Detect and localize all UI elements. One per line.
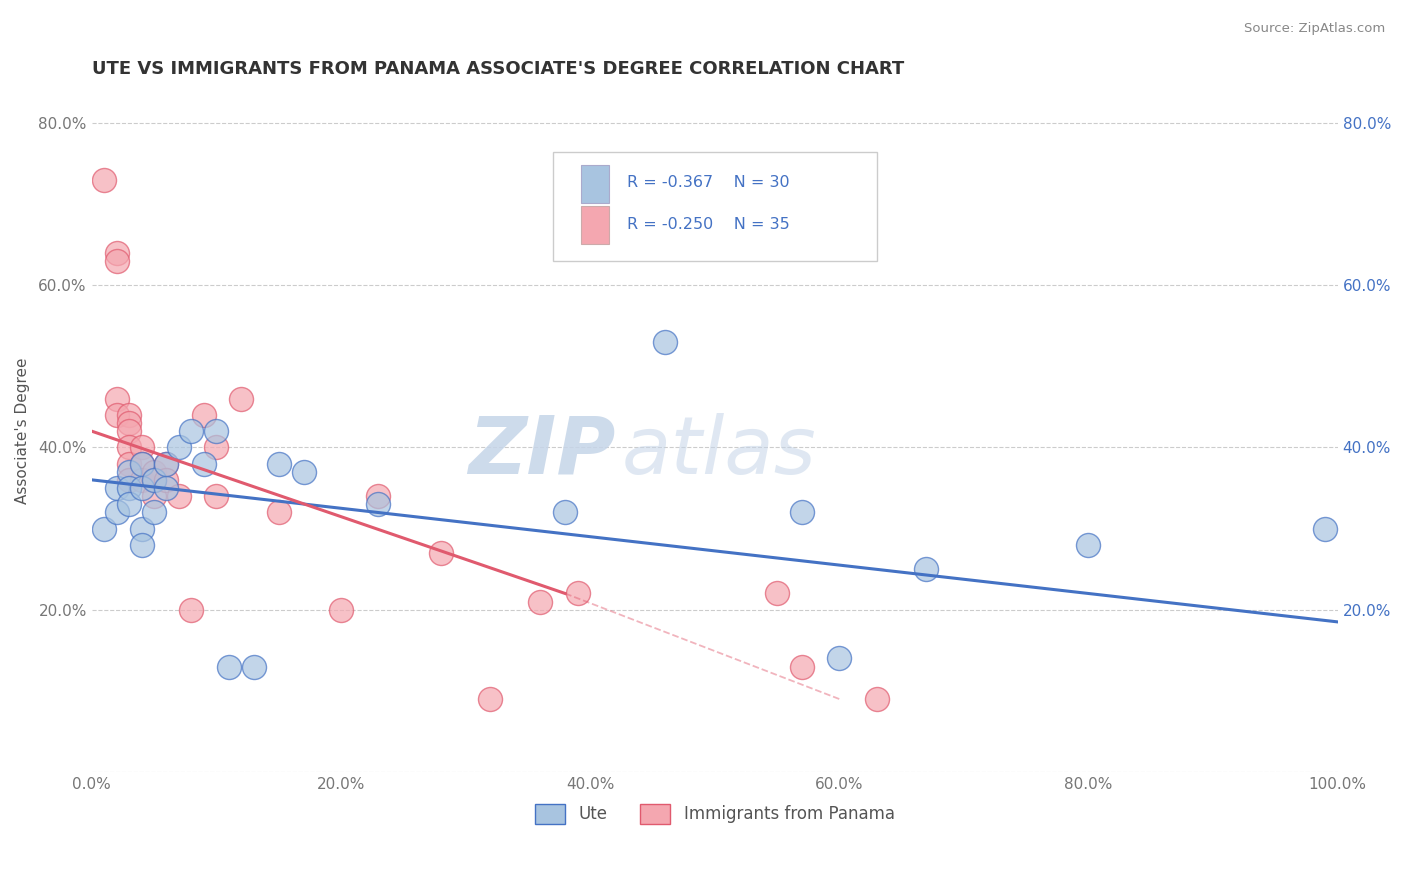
Legend: Ute, Immigrants from Panama: Ute, Immigrants from Panama bbox=[526, 796, 903, 832]
Y-axis label: Associate's Degree: Associate's Degree bbox=[15, 358, 30, 504]
Point bbox=[193, 457, 215, 471]
Point bbox=[329, 603, 352, 617]
Text: ZIP: ZIP bbox=[468, 413, 614, 491]
Point bbox=[180, 424, 202, 438]
Point bbox=[118, 497, 141, 511]
Point bbox=[143, 473, 166, 487]
Point bbox=[131, 441, 153, 455]
Point bbox=[915, 562, 938, 576]
Point bbox=[242, 659, 264, 673]
Point bbox=[105, 392, 128, 406]
Point bbox=[105, 408, 128, 422]
Point bbox=[118, 416, 141, 430]
Point bbox=[231, 392, 253, 406]
Point bbox=[554, 505, 576, 519]
Point bbox=[131, 522, 153, 536]
Point bbox=[93, 172, 115, 186]
Point bbox=[118, 424, 141, 438]
Point bbox=[143, 505, 166, 519]
Text: UTE VS IMMIGRANTS FROM PANAMA ASSOCIATE'S DEGREE CORRELATION CHART: UTE VS IMMIGRANTS FROM PANAMA ASSOCIATE'… bbox=[91, 60, 904, 78]
FancyBboxPatch shape bbox=[553, 152, 876, 260]
FancyBboxPatch shape bbox=[581, 206, 609, 244]
FancyBboxPatch shape bbox=[581, 165, 609, 202]
Point bbox=[118, 473, 141, 487]
Point bbox=[790, 659, 813, 673]
Point bbox=[155, 473, 177, 487]
Point bbox=[155, 457, 177, 471]
Point bbox=[118, 465, 141, 479]
Text: atlas: atlas bbox=[621, 413, 815, 491]
Text: R = -0.367    N = 30: R = -0.367 N = 30 bbox=[627, 175, 790, 190]
Point bbox=[118, 441, 141, 455]
Point bbox=[118, 408, 141, 422]
Point bbox=[865, 692, 887, 706]
Point bbox=[155, 481, 177, 495]
Point bbox=[118, 457, 141, 471]
Point bbox=[1315, 522, 1337, 536]
Point bbox=[205, 489, 228, 503]
Text: R = -0.250    N = 35: R = -0.250 N = 35 bbox=[627, 217, 790, 232]
Point bbox=[131, 457, 153, 471]
Point bbox=[292, 465, 315, 479]
Point bbox=[567, 586, 589, 600]
Point bbox=[180, 603, 202, 617]
Point bbox=[143, 465, 166, 479]
Point bbox=[267, 457, 290, 471]
Point bbox=[766, 586, 789, 600]
Point bbox=[529, 594, 551, 608]
Point bbox=[155, 457, 177, 471]
Point bbox=[93, 522, 115, 536]
Point bbox=[267, 505, 290, 519]
Point bbox=[105, 505, 128, 519]
Point bbox=[828, 651, 851, 665]
Point bbox=[143, 489, 166, 503]
Point bbox=[479, 692, 502, 706]
Point bbox=[131, 481, 153, 495]
Point bbox=[167, 489, 190, 503]
Point bbox=[193, 408, 215, 422]
Point bbox=[790, 505, 813, 519]
Point bbox=[131, 473, 153, 487]
Point bbox=[105, 253, 128, 268]
Point bbox=[205, 424, 228, 438]
Point bbox=[105, 481, 128, 495]
Point bbox=[1077, 538, 1099, 552]
Point bbox=[367, 489, 389, 503]
Point bbox=[654, 334, 676, 349]
Point bbox=[131, 457, 153, 471]
Point bbox=[367, 497, 389, 511]
Point bbox=[131, 538, 153, 552]
Point bbox=[143, 473, 166, 487]
Point bbox=[218, 659, 240, 673]
Point bbox=[167, 441, 190, 455]
Point bbox=[205, 441, 228, 455]
Point bbox=[118, 481, 141, 495]
Point bbox=[105, 245, 128, 260]
Text: Source: ZipAtlas.com: Source: ZipAtlas.com bbox=[1244, 22, 1385, 36]
Point bbox=[429, 546, 451, 560]
